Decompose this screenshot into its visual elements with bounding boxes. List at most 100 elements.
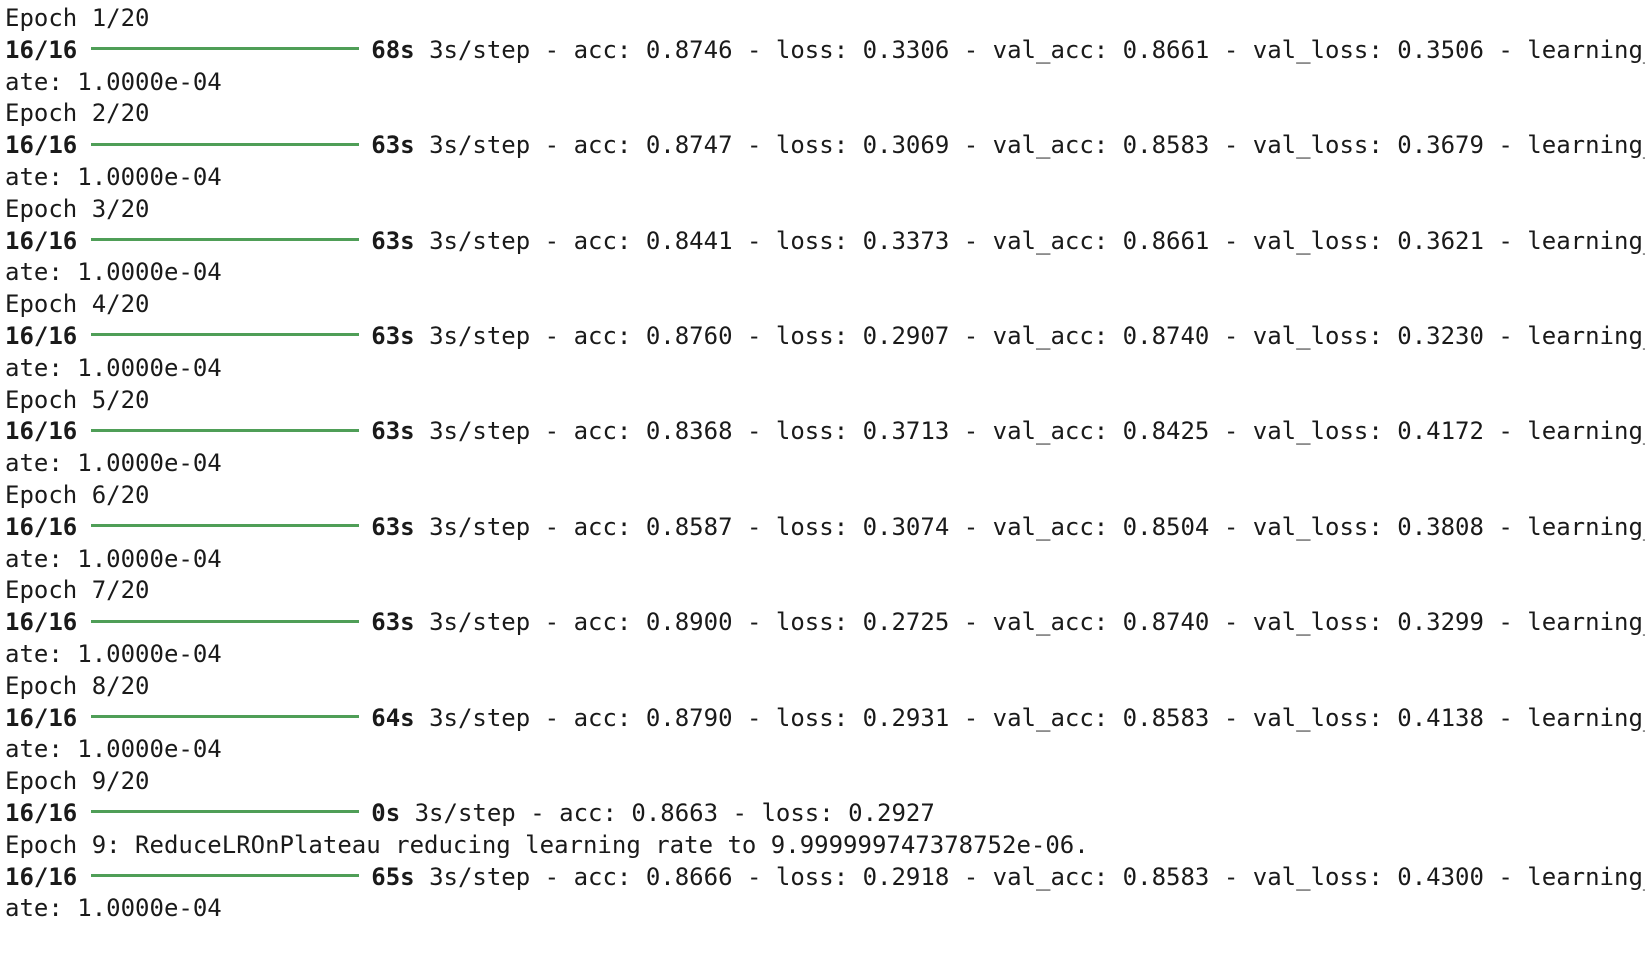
- learning-rate-label-head: learning_r: [1527, 862, 1645, 891]
- highlighted-val-acc: val_acc: 0.8740: [993, 607, 1210, 639]
- step-speed: 3s/step: [429, 35, 531, 64]
- val-acc-metric: val_acc: 0.8661: [992, 226, 1210, 255]
- val-loss-metric: val_loss: 0.4172: [1252, 417, 1484, 446]
- learning-rate-label-head: learning_r: [1527, 703, 1645, 732]
- epoch-header: Epoch 6/20: [5, 480, 1645, 512]
- step-counter: 16/16: [5, 608, 78, 637]
- acc-metric: acc: 0.8746: [573, 35, 733, 64]
- learning-rate-value: ate: 1.0000e-04: [5, 449, 222, 478]
- epoch-metrics-line: 16/16 63s 3s/step - acc: 0.8368 - loss: 0…: [5, 416, 1645, 448]
- val-loss-metric: val_loss: 0.4138: [1252, 703, 1484, 732]
- loss-metric: loss: 0.2907: [775, 321, 950, 350]
- learning-rate-wrap-line: ate: 1.0000e-04: [5, 734, 1645, 766]
- val-loss-metric: val_loss: 0.3679: [1252, 131, 1484, 160]
- training-log-output: Epoch 1/20 16/16 68s 3s/step - acc: 0.8746…: [5, 3, 1645, 925]
- epoch-header: Epoch 3/20: [5, 194, 1645, 226]
- acc-metric: acc: 0.8441: [573, 226, 733, 255]
- epoch-time: 63s: [371, 226, 415, 255]
- acc-metric: acc: 0.8587: [573, 512, 733, 541]
- epoch-header-text: Epoch 6/20: [5, 480, 150, 509]
- progress-bar: [91, 715, 360, 719]
- epoch-header: Epoch 2/20: [5, 98, 1645, 130]
- epoch-header-text: Epoch 4/20: [5, 290, 150, 319]
- loss-metric: loss: 0.2927: [761, 798, 935, 827]
- step-counter: 16/16: [5, 226, 78, 255]
- learning-rate-label-head: learning_r: [1527, 226, 1645, 255]
- step-counter: 16/16: [5, 703, 78, 732]
- loss-metric: loss: 0.2725: [775, 608, 950, 637]
- step-counter: 16/16: [5, 131, 78, 160]
- epoch-header: Epoch 1/20: [5, 3, 1645, 35]
- epoch-header: Epoch 9/20: [5, 766, 1645, 798]
- progress-bar: [91, 428, 360, 432]
- learning-rate-value: ate: 1.0000e-04: [5, 544, 222, 573]
- loss-metric: loss: 0.2931: [775, 703, 950, 732]
- acc-metric: acc: 0.8666: [573, 862, 733, 891]
- epoch-header-text: Epoch 5/20: [5, 385, 150, 414]
- val-acc-metric: val_acc: 0.8740: [992, 321, 1210, 350]
- learning-rate-value: ate: 1.0000e-04: [5, 67, 222, 96]
- step-speed: 3s/step: [414, 798, 516, 827]
- val-loss-metric: val_loss: 0.3506: [1252, 35, 1484, 64]
- epoch-header: Epoch 5/20: [5, 385, 1645, 417]
- acc-metric: acc: 0.8900: [573, 608, 733, 637]
- val-acc-metric: val_acc: 0.8740: [992, 608, 1210, 637]
- epoch-time: 68s: [371, 35, 415, 64]
- epoch-metrics-line: 16/16 63s 3s/step - acc: 0.8760 - loss: 0…: [5, 321, 1645, 353]
- acc-metric: acc: 0.8663: [559, 798, 719, 827]
- learning-rate-wrap-line: ate: 1.0000e-04: [5, 67, 1645, 99]
- acc-metric: acc: 0.8760: [573, 321, 733, 350]
- epoch-metrics-line: 16/16 63s 3s/step - acc: 0.8587 - loss: 0…: [5, 512, 1645, 544]
- step-counter: 16/16: [5, 512, 78, 541]
- epoch-time: 63s: [371, 417, 415, 446]
- learning-rate-value: ate: 1.0000e-04: [5, 353, 222, 382]
- step-counter: 16/16: [5, 798, 78, 827]
- epoch-metrics-line: 16/16 63s 3s/step - acc: 0.8747 - loss: 0…: [5, 130, 1645, 162]
- epoch-header: Epoch 8/20: [5, 671, 1645, 703]
- loss-metric: loss: 0.3373: [775, 226, 950, 255]
- step-counter: 16/16: [5, 862, 78, 891]
- epoch-time: 64s: [371, 703, 415, 732]
- step-speed: 3s/step: [429, 321, 531, 350]
- learning-rate-wrap-line: ate: 1.0000e-04: [5, 639, 1645, 671]
- loss-metric: loss: 0.3074: [775, 512, 950, 541]
- loss-metric: loss: 0.2918: [775, 862, 950, 891]
- acc-metric: acc: 0.8747: [573, 131, 733, 160]
- learning-rate-label-head: learning_r: [1527, 512, 1645, 541]
- reduce-lr-message: Epoch 9: ReduceLROnPlateau reducing lear…: [5, 830, 1089, 859]
- acc-metric: acc: 0.8368: [573, 417, 733, 446]
- progress-bar: [91, 142, 360, 146]
- step-speed: 3s/step: [429, 608, 531, 637]
- learning-rate-value: ate: 1.0000e-04: [5, 735, 222, 764]
- val-loss-metric: val_loss: 0.3621: [1252, 226, 1484, 255]
- learning-rate-value: ate: 1.0000e-04: [5, 258, 222, 287]
- val-acc-metric: val_acc: 0.8504: [992, 512, 1210, 541]
- val-loss-metric: val_loss: 0.3230: [1252, 321, 1484, 350]
- epoch-metrics-line: 16/16 63s 3s/step - acc: 0.8441 - loss: 0…: [5, 226, 1645, 258]
- epoch-time: 63s: [371, 512, 415, 541]
- epoch-metrics-line: 16/16 64s 3s/step - acc: 0.8790 - loss: 0…: [5, 703, 1645, 735]
- loss-metric: loss: 0.3069: [775, 131, 950, 160]
- highlighted-val-acc: val_acc: 0.8740: [993, 321, 1210, 353]
- epoch-header: Epoch 7/20: [5, 575, 1645, 607]
- learning-rate-label-head: learning_r: [1527, 417, 1645, 446]
- callback-message-line: Epoch 9: ReduceLROnPlateau reducing lear…: [5, 830, 1645, 862]
- epoch-time: 63s: [371, 131, 415, 160]
- loss-metric: loss: 0.3713: [775, 417, 950, 446]
- epoch-header-text: Epoch 3/20: [5, 194, 150, 223]
- epoch-time: 65s: [371, 862, 415, 891]
- learning-rate-wrap-line: ate: 1.0000e-04: [5, 893, 1645, 925]
- epoch-header-text: Epoch 2/20: [5, 99, 150, 128]
- epoch-time: 63s: [371, 321, 415, 350]
- progress-bar: [91, 619, 360, 623]
- progress-bar: [91, 333, 360, 337]
- step-speed: 3s/step: [429, 131, 531, 160]
- val-acc-metric: val_acc: 0.8425: [992, 417, 1210, 446]
- step-speed: 3s/step: [429, 862, 531, 891]
- learning-rate-value: ate: 1.0000e-04: [5, 639, 222, 668]
- acc-metric: acc: 0.8790: [573, 703, 733, 732]
- step-speed: 3s/step: [429, 417, 531, 446]
- val-loss-metric: val_loss: 0.3808: [1252, 512, 1484, 541]
- learning-rate-wrap-line: ate: 1.0000e-04: [5, 448, 1645, 480]
- epoch-metrics-line: 16/16 68s 3s/step - acc: 0.8746 - loss: 0…: [5, 35, 1645, 67]
